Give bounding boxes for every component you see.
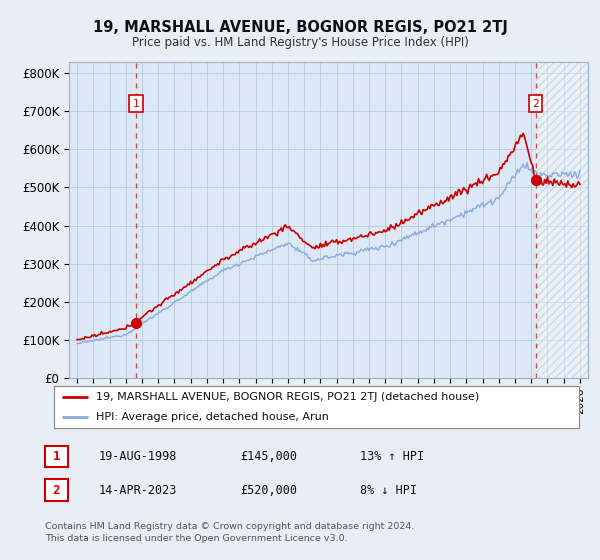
- Text: 19-AUG-1998: 19-AUG-1998: [99, 450, 178, 463]
- Bar: [536, 62, 588, 378]
- Bar: [536, 62, 588, 378]
- Text: 14-APR-2023: 14-APR-2023: [99, 483, 178, 497]
- Text: HPI: Average price, detached house, Arun: HPI: Average price, detached house, Arun: [96, 412, 329, 422]
- Text: 13% ↑ HPI: 13% ↑ HPI: [360, 450, 424, 463]
- Text: 1: 1: [53, 450, 60, 463]
- Text: Price paid vs. HM Land Registry's House Price Index (HPI): Price paid vs. HM Land Registry's House …: [131, 36, 469, 49]
- Text: 2: 2: [532, 99, 539, 109]
- Text: £145,000: £145,000: [240, 450, 297, 463]
- Text: 19, MARSHALL AVENUE, BOGNOR REGIS, PO21 2TJ (detached house): 19, MARSHALL AVENUE, BOGNOR REGIS, PO21 …: [96, 392, 479, 402]
- Text: Contains HM Land Registry data © Crown copyright and database right 2024.
This d: Contains HM Land Registry data © Crown c…: [45, 522, 415, 543]
- Text: 2: 2: [53, 483, 60, 497]
- Text: 8% ↓ HPI: 8% ↓ HPI: [360, 483, 417, 497]
- Text: £520,000: £520,000: [240, 483, 297, 497]
- Text: 19, MARSHALL AVENUE, BOGNOR REGIS, PO21 2TJ: 19, MARSHALL AVENUE, BOGNOR REGIS, PO21 …: [92, 20, 508, 35]
- Text: 1: 1: [133, 99, 139, 109]
